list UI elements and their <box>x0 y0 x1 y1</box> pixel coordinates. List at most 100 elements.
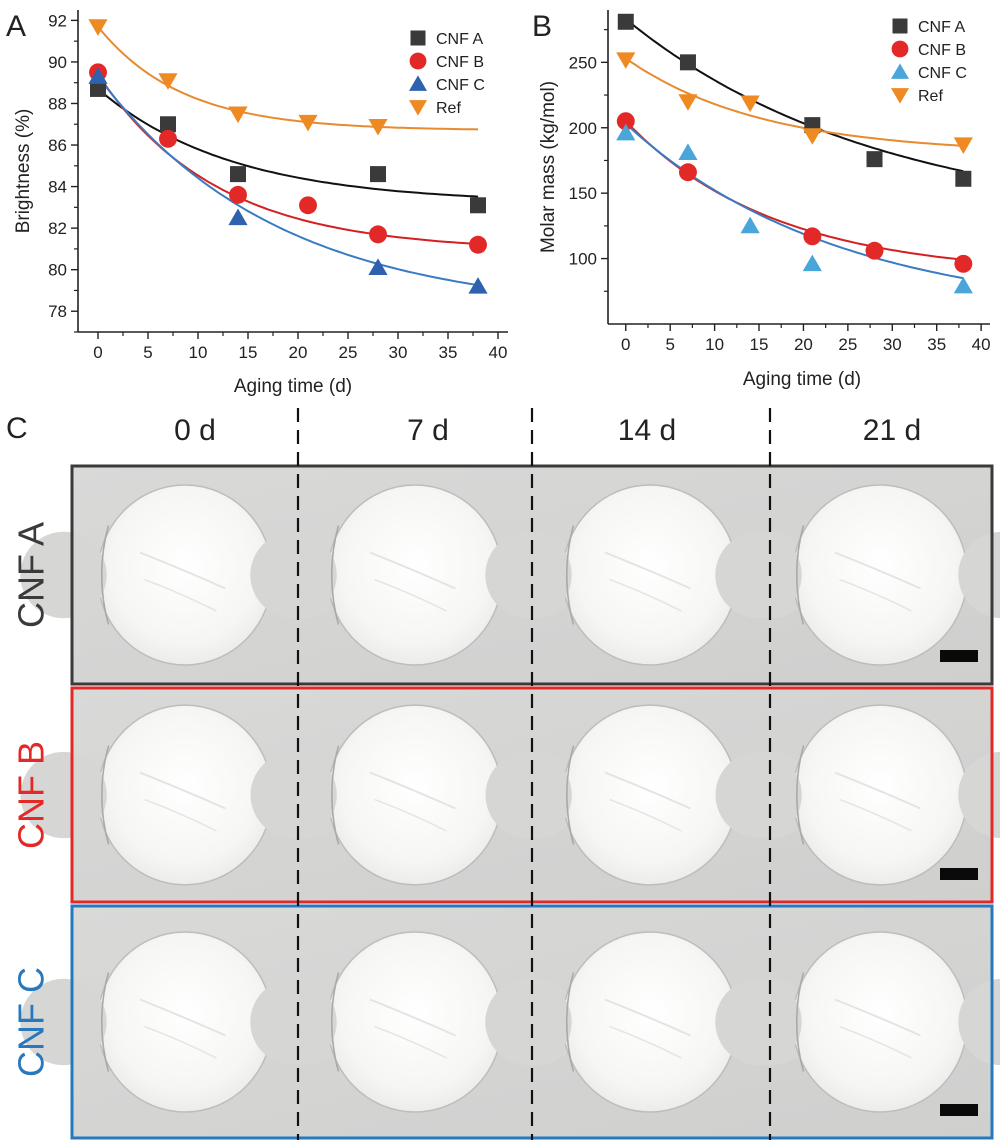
chart-b-x-tick-label: 20 <box>794 335 813 354</box>
chart-a-point-cnf-b <box>469 235 487 254</box>
chart-a-point-ref <box>158 73 178 90</box>
chart-b-point-cnf-b <box>954 254 973 273</box>
chart-a-x-tick-label: 5 <box>143 343 152 362</box>
chart-a-point-cnf-b <box>369 225 387 244</box>
chart-a-legend-label-cnf-c: CNF C <box>436 77 485 94</box>
chart-b-point-cnf-b <box>616 112 635 131</box>
chart-b-point-cnf-c <box>740 216 760 234</box>
chart-b-legend-marker-ref <box>891 88 909 104</box>
scale-bar <box>940 1104 978 1116</box>
chart-a-y-tick-label: 88 <box>48 94 67 113</box>
chart-b-point-cnf-c <box>678 143 698 160</box>
row-label-cnf-b: CNF B <box>11 741 52 849</box>
chart-b-legend-label-ref: Ref <box>918 88 943 105</box>
chart-b-point-cnf-a <box>617 13 634 30</box>
chart-a-legend-marker-cnf-a <box>410 30 426 46</box>
chart-a-y-tick-label: 92 <box>48 11 67 30</box>
chart-b-point-ref <box>616 52 636 69</box>
chart-b-fit-lines <box>625 18 964 280</box>
chart-a-legend-label-cnf-a: CNF A <box>436 31 483 48</box>
chart-b-legend-marker-cnf-c <box>891 63 909 79</box>
chart-a-legend-label-ref: Ref <box>436 100 461 117</box>
chart-a-x-axis-title: Aging time (d) <box>234 376 352 397</box>
panel-b-letter: B <box>532 10 552 43</box>
chart-b-markers <box>616 13 973 294</box>
chart-a-x-tick-label: 30 <box>389 343 408 362</box>
column-label-21d: 21 d <box>863 414 921 447</box>
photo-grid: 0 d 7 d 14 d 21 d CNF A CNF B CNF C <box>11 408 1000 1140</box>
chart-a-point-cnf-a <box>160 116 176 133</box>
chart-b-x-tick-label: 10 <box>705 335 724 354</box>
chart-b-x-tick-label: 5 <box>665 335 674 354</box>
chart-a-point-cnf-c <box>468 277 488 294</box>
chart-a-x-tick-label: 40 <box>489 343 508 362</box>
chart-b-legend-label-cnf-c: CNF C <box>918 65 967 82</box>
row-label-cnf-a: CNF A <box>11 522 52 628</box>
chart-a-point-cnf-b <box>299 196 317 215</box>
chart-a-x-tick-label: 20 <box>289 343 308 362</box>
chart-b-legend-label-cnf-b: CNF B <box>918 42 966 59</box>
chart-b-point-cnf-b <box>678 163 697 182</box>
film-sample <box>715 704 1000 886</box>
chart-a-point-cnf-c <box>368 258 388 275</box>
chart-a-point-cnf-b <box>159 129 177 148</box>
chart-a-fit-lines <box>97 25 479 287</box>
chart-a-legend-label-cnf-b: CNF B <box>436 54 484 71</box>
chart-b-y-tick-label: 100 <box>569 250 597 269</box>
chart-b-x-tick-label: 15 <box>750 335 769 354</box>
column-label-0d: 0 d <box>174 414 216 447</box>
chart-a-legend-marker-cnf-c <box>409 75 427 91</box>
chart-a-y-tick-label: 84 <box>48 178 67 197</box>
panel-a-letter: A <box>6 10 26 43</box>
chart-b-fit-ref <box>625 57 964 147</box>
chart-b-point-ref <box>678 94 698 111</box>
panel-c-letter: C <box>6 412 28 445</box>
chart-a-x-tick-label: 35 <box>439 343 458 362</box>
chart-a-y-tick-label: 80 <box>48 261 67 280</box>
chart-b-x-axis-title: Aging time (d) <box>743 369 861 390</box>
film-sample <box>20 704 350 886</box>
scale-bar <box>940 650 978 662</box>
chart-a-y-tick-label: 82 <box>48 219 67 238</box>
chart-a-legend-marker-cnf-b <box>409 52 427 70</box>
row-label-cnf-c: CNF C <box>11 967 52 1077</box>
chart-b-point-ref <box>740 95 760 113</box>
chart-a-point-cnf-a <box>230 166 246 183</box>
chart-a-point-cnf-a <box>470 197 486 214</box>
chart-a-y-axis-title: Brightness (%) <box>13 109 34 234</box>
chart-a-point-ref <box>228 106 248 124</box>
chart-b-point-cnf-c <box>802 254 822 272</box>
chart-b-x-tick-label: 0 <box>621 335 630 354</box>
column-label-14d: 14 d <box>618 414 676 447</box>
chart-a-x-tick-label: 0 <box>93 343 102 362</box>
photo-row-cnf-c <box>20 904 1000 1140</box>
chart-a-point-ref <box>368 118 388 136</box>
chart-b-point-cnf-a <box>679 54 696 71</box>
chart-a-point-cnf-c <box>228 208 248 226</box>
chart-b-point-ref <box>953 137 973 154</box>
chart-a-legend-marker-ref <box>409 100 427 116</box>
chart-a-markers <box>88 19 488 294</box>
chart-b-point-cnf-c <box>953 276 973 294</box>
chart-b-legend-marker-cnf-b <box>891 40 909 58</box>
chart-b-fit-cnf-a <box>625 18 964 173</box>
chart-a-fit-ref <box>97 25 479 131</box>
chart-b-fit-cnf-c <box>625 123 964 280</box>
chart-a-y-tick-label: 86 <box>48 136 67 155</box>
chart-b-point-cnf-b <box>865 241 884 260</box>
chart-a-y-tick-label: 78 <box>48 302 67 321</box>
chart-a-point-cnf-a <box>370 166 386 183</box>
chart-a-point-cnf-b <box>229 185 247 204</box>
photo-row-cnf-b <box>20 686 1000 904</box>
chart-a-legend: CNF A CNF B CNF C Ref <box>409 30 485 117</box>
chart-b-x-tick-label: 35 <box>927 335 946 354</box>
chart-b-point-cnf-c <box>616 123 636 141</box>
chart-b-x-tick-label: 25 <box>838 335 857 354</box>
chart-a-point-ref <box>88 19 108 36</box>
chart-a-fit-cnf-c <box>97 75 479 287</box>
chart-b-point-cnf-a <box>866 151 883 168</box>
chart-b-point-cnf-a <box>955 170 972 187</box>
film-sample <box>715 931 1000 1113</box>
chart-b-molar-mass: 0 5 10 15 20 25 30 35 40 100 150 200 250 Aging time … <box>538 10 991 390</box>
